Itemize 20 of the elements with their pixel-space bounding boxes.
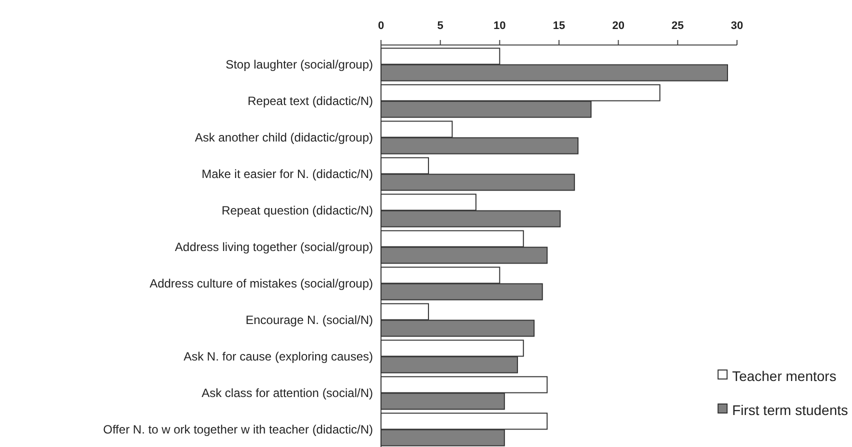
x-tick-label: 0 [378, 20, 384, 32]
x-tick-label: 15 [552, 20, 566, 32]
legend-label: First term students [732, 402, 848, 418]
y-tick-label: Ask another child (didactic/group) [194, 130, 373, 145]
x-tick-label: 20 [612, 20, 624, 32]
x-tick-label: 30 [730, 20, 744, 32]
y-tick-label: Ask class for attention (social/N) [202, 386, 373, 400]
y-tick-label: Address living together (social/group) [174, 240, 373, 254]
y-tick-label: Address culture of mistakes (social/group) [150, 276, 373, 291]
y-tick-label: Offer N. to w ork together w ith teacher (didactic/N) [103, 422, 373, 437]
y-tick-label: Stop laughter (social/group) [226, 58, 373, 72]
y-tick-label: Encourage N. (social/N) [246, 313, 373, 328]
y-tick-label: Repeat text (didactic/N) [248, 94, 373, 108]
y-tick-label: Ask N. for cause (exploring causes) [184, 350, 373, 364]
y-tick-label: Make it easier for N. (didactic/N) [202, 167, 373, 182]
x-tick-label: 25 [672, 20, 684, 32]
y-tick-label: Repeat question (didactic/N) [222, 204, 373, 218]
x-tick-label: 5 [437, 20, 444, 32]
x-tick-label: 10 [494, 20, 506, 32]
legend-label: Teacher mentors [732, 368, 836, 384]
